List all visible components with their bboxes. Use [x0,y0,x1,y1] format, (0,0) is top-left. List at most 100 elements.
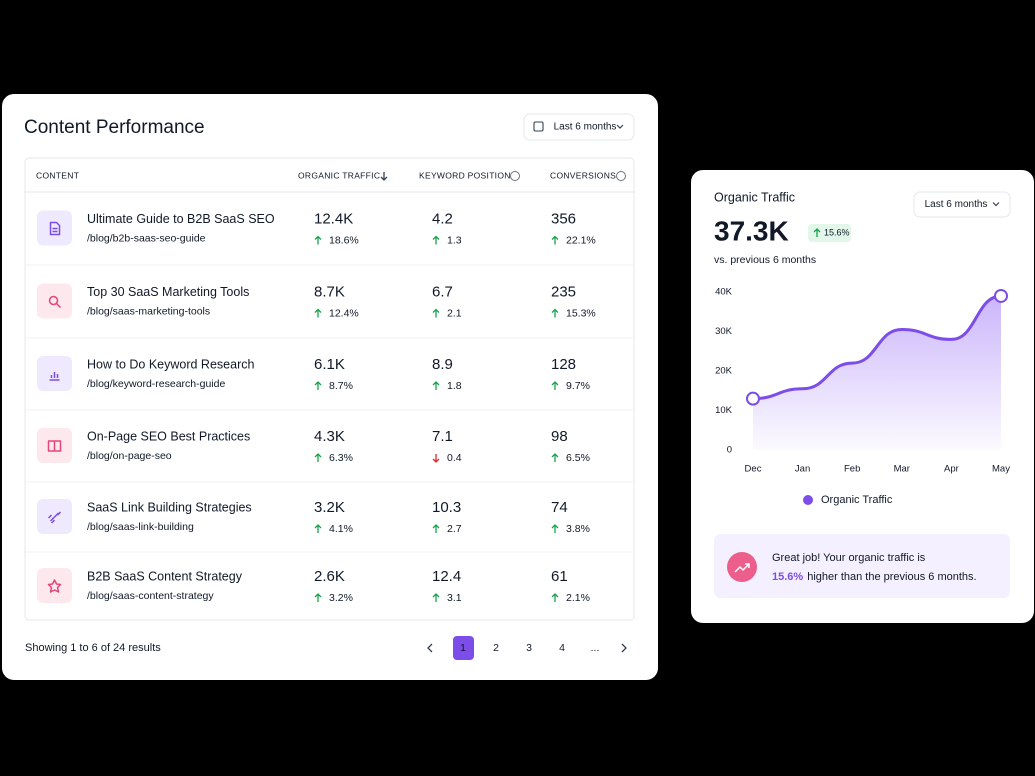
metric-change: 1.3 [447,234,462,246]
arrow-shape [551,308,559,318]
trend-arrow [432,593,440,602]
end-point [746,391,760,406]
trend-arrow [432,381,440,390]
change-badge [808,224,851,242]
arrow-shape [314,308,322,318]
content-title[interactable]: Top 30 SaaS Marketing Tools [87,285,249,299]
content-title[interactable]: Ultimate Guide to B2B SaaS SEO [87,212,275,226]
arrow-shape [551,524,559,533]
end-point [994,288,1008,303]
callout-glyph [734,563,750,573]
chevron [992,202,1000,207]
trend-arrow [551,381,559,390]
row-glyph [49,221,61,236]
info-icon [510,171,520,181]
arrow-shape [432,454,440,463]
filter-label: Last 6 months [554,122,617,133]
y-tick-label: 40K [715,287,733,298]
trend-arrow [432,524,440,533]
content-title[interactable]: On-Page SEO Best Practices [87,429,250,443]
row-glyph [48,295,62,309]
metric-value: 4.3K [314,428,345,445]
legend-label: Organic Traffic [821,494,893,506]
page-number[interactable]: ... [591,642,600,654]
metric-change: 6.3% [329,452,353,464]
row-glyph [47,511,62,524]
metric-change: 2.1% [566,592,590,604]
column-header: KEYWORD POSITION [419,170,511,180]
metric-value: 61 [551,568,568,585]
trend-arrow [432,308,440,318]
traffic-line [752,294,1002,401]
metric-value: 98 [551,428,568,445]
metric-change: 2.1 [447,307,462,319]
y-tick-label: 0 [727,445,732,456]
card-title: Content Performance [24,117,205,138]
chart-date-filter[interactable] [913,191,1011,218]
callout-line2: 15.6% higher than the previous 6 months. [772,571,977,583]
next-page[interactable] [621,643,627,653]
active-page [453,636,474,660]
content-url: /blog/b2b-saas-seo-guide [87,232,206,244]
content-title[interactable]: B2B SaaS Content Strategy [87,569,243,583]
arrow-shape [551,235,559,245]
trend-arrow [551,593,559,602]
arrow-shape [813,228,821,237]
metric-value: 8.9 [432,356,453,373]
filter-label: Last 6 months [925,199,988,210]
metric-change: 18.6% [329,234,359,246]
content-url: /blog/saas-content-strategy [87,590,214,602]
page-number[interactable]: 4 [559,642,565,654]
x-tick-label: Dec [745,464,762,475]
metric-value: 4.2 [432,210,453,227]
trend-arrow [551,308,559,318]
page-number[interactable]: 1 [460,642,466,654]
x-tick-label: Jan [795,464,810,475]
metric-value: 12.4 [432,568,461,585]
metric-change: 12.4% [329,307,359,319]
calendar-icon [533,121,544,132]
arrow-shape [432,308,440,318]
metric-value: 10.3 [432,499,461,516]
arrow-shape [432,524,440,533]
row-icon [37,568,72,603]
metric-value: 8.7K [314,283,345,300]
row-glyph [47,579,62,593]
metric-change: 6.5% [566,452,590,464]
metric-value: 128 [551,356,576,373]
trend-arrow [314,308,322,318]
prev-page[interactable] [427,643,433,653]
page-number[interactable]: 2 [493,642,499,654]
row-glyph [47,440,62,452]
trend-arrow [551,453,559,462]
callout-box [714,534,1010,598]
metric-change: 15.3% [566,307,596,319]
page-number[interactable]: 3 [526,642,532,654]
trend-arrow [380,172,388,181]
trend-arrow [314,381,322,390]
content-url: /blog/saas-marketing-tools [87,305,210,317]
trend-arrow [813,228,821,237]
arrow-shape [380,172,388,181]
metric-change: 0.4 [447,452,462,464]
trend-arrow [432,454,440,463]
metric-change: 9.7% [566,380,590,392]
content-title[interactable]: SaaS Link Building Strategies [87,500,252,514]
arrow-shape [314,524,322,533]
arrow-shape [432,381,440,390]
callout-highlight: 15.6% [772,571,803,583]
metric-value: 235 [551,283,576,300]
metric-value: 7.1 [432,428,453,445]
arrow-shape [314,235,322,245]
y-tick-label: 10K [715,405,733,416]
arrow-shape [314,593,322,602]
date-filter[interactable] [523,113,635,141]
row-icon [37,283,72,319]
metric-value: 6.1K [314,356,345,373]
metric-change: 22.1% [566,234,596,246]
content-title[interactable]: How to Do Keyword Research [87,357,254,371]
trend-arrow [314,235,322,245]
trend-arrow [551,524,559,533]
comparison-label: vs. previous 6 months [714,254,816,266]
